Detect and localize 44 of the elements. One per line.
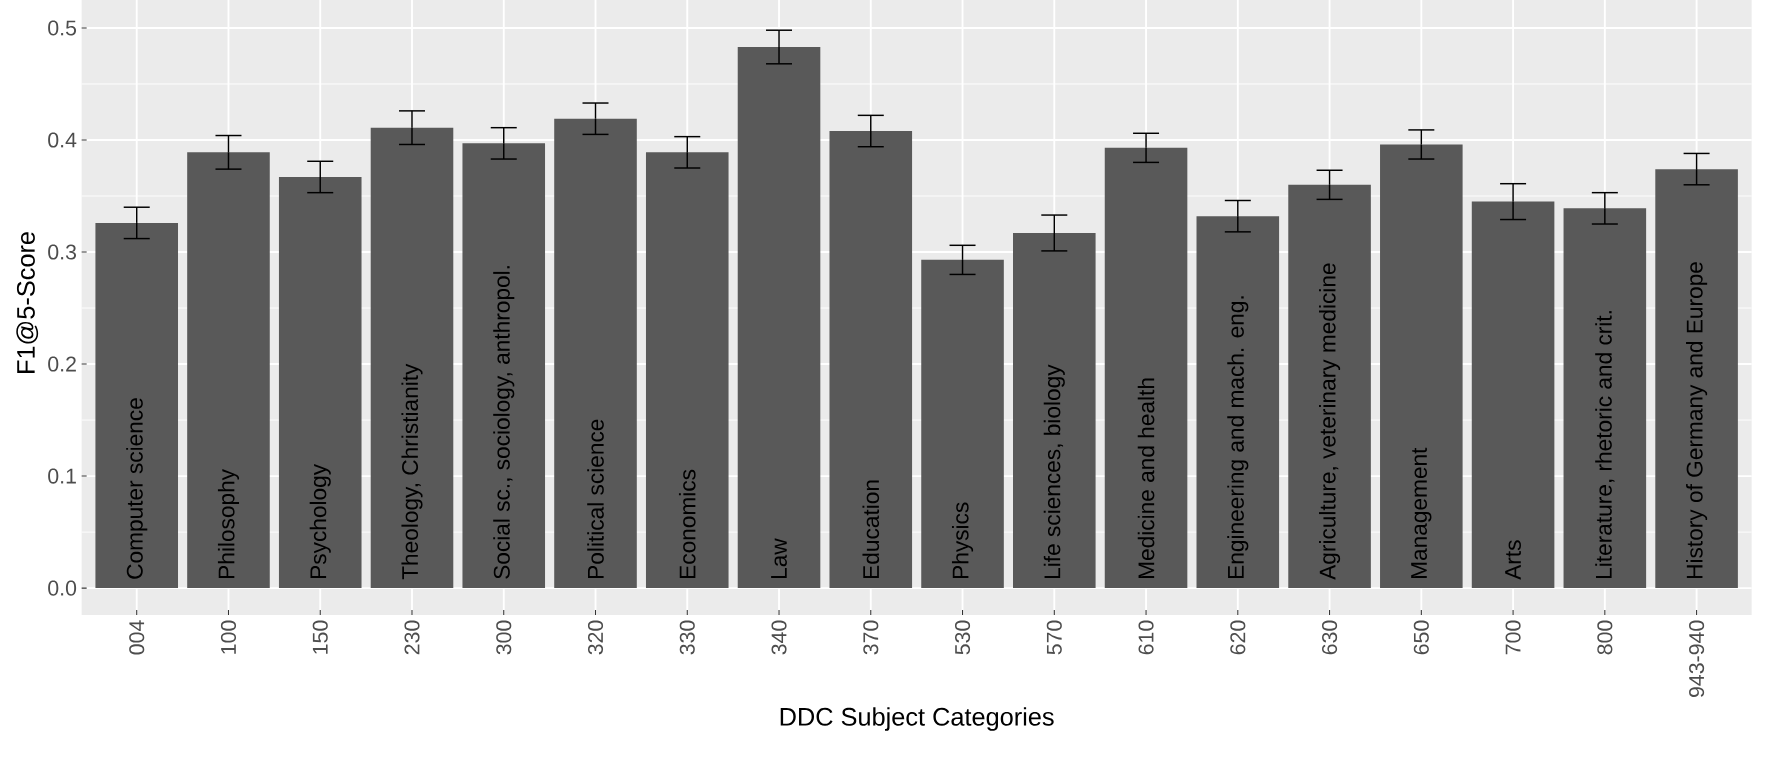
x-axis-title: DDC Subject Categories [780,707,1054,731]
annotation: Physics [951,502,974,578]
annotation: Law [771,538,787,578]
annotation: Agriculture, veterinary medicine [1319,263,1341,580]
y-tick-label: 0.1 [48,468,76,484]
x-tick-label: 340 [771,620,787,655]
annotation: Theology, Christianity [401,363,423,580]
annotation: Medicine and health [1137,378,1155,578]
x-tick-label: 700 [1505,620,1521,655]
x-tick-label: 943-940 [1689,620,1705,697]
x-tick-label: 800 [1597,620,1613,655]
annotation: Social sc., sociology, anthropol. [493,266,515,579]
x-tick-label: 100 [220,620,237,654]
y-tick-label: 0.3 [48,244,77,260]
y-tick-label: 0.0 [48,580,77,596]
x-tick-label: 620 [1230,620,1246,655]
x-tick-label: 570 [1046,620,1062,655]
annotation: Education [862,480,880,578]
x-tick-label: 320 [587,620,604,655]
x-tick-label: 650 [1413,620,1429,655]
annotation: Life sciences, biology [1043,364,1065,578]
annotation: Engineering and mach. eng. [1227,296,1249,578]
x-tick-label: 230 [404,620,420,655]
annotation: Literature, rhetoric and crit. [1595,311,1615,578]
x-tick-label: 610 [1138,620,1154,655]
annotation: History of Germany and Europe [1686,262,1708,578]
x-tick-label: 630 [1322,620,1338,655]
x-tick-label: 004 [129,620,145,655]
annotation: Management [1411,447,1432,578]
y-tick-label: 0.2 [48,356,76,372]
annotation: Philosophy [217,469,240,578]
x-tick-label: 370 [863,620,879,655]
annotation: Political science [587,419,604,578]
x-tick-label: 530 [954,620,971,655]
annotation: Economics [678,469,696,578]
x-tick-label: 150 [312,620,328,654]
annotation: Psychology [309,464,331,578]
annotation: Arts [1505,540,1521,580]
annotation: Computer science [126,398,148,579]
y-tick-label: 0.4 [48,132,77,148]
y-tick-label: 0.5 [48,20,77,36]
y-axis-title: F1@5-Score [16,232,39,373]
x-tick-label: 330 [679,620,695,655]
x-tick-label: 300 [496,620,512,655]
